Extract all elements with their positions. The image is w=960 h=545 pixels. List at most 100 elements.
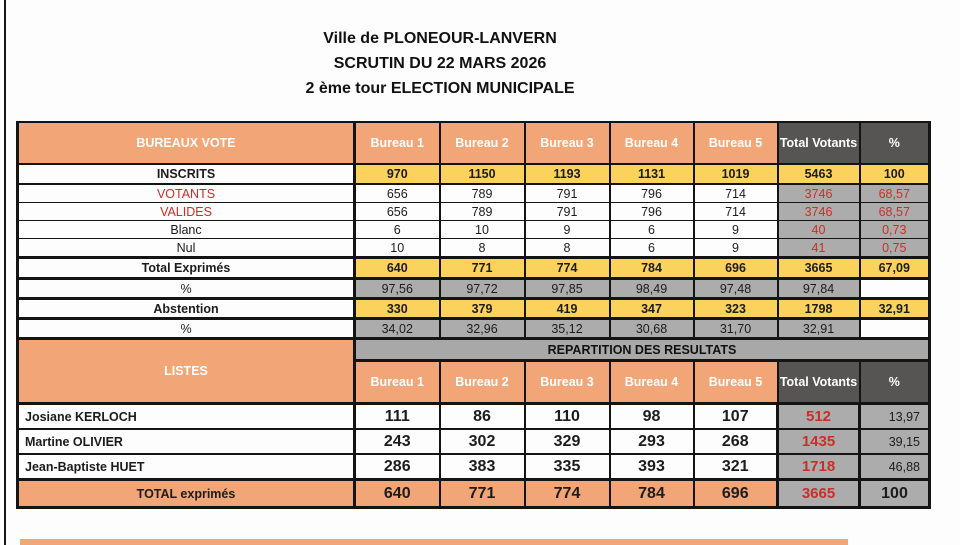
row-label: INSCRITS <box>16 163 356 185</box>
column-header-total-votants: Total Votants <box>776 359 861 405</box>
cell: 98 <box>608 402 695 430</box>
title-line-3: 2 ème tour ELECTION MUNICIPALE <box>305 80 575 97</box>
cell-total: 1435 <box>776 428 861 455</box>
cell: 789 <box>438 202 526 221</box>
cell: 419 <box>523 297 611 320</box>
table-row-huet: Jean-Baptiste HUET 286 383 335 393 321 1… <box>16 453 931 481</box>
cell: 10 <box>438 220 526 239</box>
cell-total: 5463 <box>776 163 861 185</box>
cell: 97,85 <box>523 278 611 299</box>
cell-percent: 0,75 <box>858 238 931 258</box>
column-header-bureau-1: Bureau 1 <box>353 121 441 165</box>
cell-total: 3665 <box>776 478 861 509</box>
title-line-2: SCRUTIN DU 22 MARS 2026 <box>333 55 547 72</box>
repartition-header: REPARTITION DES RESULTATS <box>353 337 931 362</box>
cell: 6 <box>608 220 695 239</box>
cell: 970 <box>353 163 441 185</box>
cell: 98,49 <box>608 278 695 299</box>
cell-percent: 68,57 <box>858 183 931 203</box>
cell: 696 <box>692 478 779 509</box>
bottom-strip-decoration <box>20 539 848 545</box>
cell: 323 <box>692 297 779 320</box>
cell: 32,96 <box>438 318 526 339</box>
cell: 8 <box>523 238 611 258</box>
cell: 35,12 <box>523 318 611 339</box>
row-label: % <box>16 278 356 299</box>
cell-total: 3746 <box>776 202 861 221</box>
cell: 335 <box>523 453 611 481</box>
cell: 243 <box>353 428 441 455</box>
table-row-valides: VALIDES 656 789 791 796 714 3746 68,57 <box>16 202 931 221</box>
candidate-name: Jean-Baptiste HUET <box>16 453 356 481</box>
cell: 321 <box>692 453 779 481</box>
cell: 9 <box>692 238 779 258</box>
cell: 714 <box>692 202 779 221</box>
cell-total: 32,91 <box>776 318 861 339</box>
cell: 30,68 <box>608 318 695 339</box>
row-label: Abstention <box>16 297 356 320</box>
cell: 791 <box>523 202 611 221</box>
column-header-bureau-1: Bureau 1 <box>353 359 441 405</box>
cell: 107 <box>692 402 779 430</box>
cell: 656 <box>353 202 441 221</box>
cell-percent: 68,57 <box>858 202 931 221</box>
cell: 9 <box>692 220 779 239</box>
cell: 10 <box>353 238 441 258</box>
column-header-bureau-2: Bureau 2 <box>438 121 526 165</box>
cell: 111 <box>353 402 441 430</box>
cell: 286 <box>353 453 441 481</box>
column-header-bureau-3: Bureau 3 <box>523 359 611 405</box>
table-row-inscrits: INSCRITS 970 1150 1193 1131 1019 5463 10… <box>16 163 931 185</box>
cell: 97,48 <box>692 278 779 299</box>
table-row-percent-abstention: % 34,02 32,96 35,12 30,68 31,70 32,91 <box>16 318 931 339</box>
table-row-total-exprimes: Total Exprimés 640 771 774 784 696 3665 … <box>16 256 931 280</box>
candidate-name: Josiane KERLOCH <box>16 402 356 430</box>
cell: 86 <box>438 402 526 430</box>
cell-percent: 100 <box>858 163 931 185</box>
table-header-row: BUREAUX VOTE Bureau 1 Bureau 2 Bureau 3 … <box>16 121 931 165</box>
table-row-olivier: Martine OLIVIER 243 302 329 293 268 1435… <box>16 428 931 455</box>
cell: 771 <box>438 478 526 509</box>
cell-percent: 13,97 <box>858 402 931 430</box>
cell-percent <box>858 318 931 339</box>
cell-percent: 0,73 <box>858 220 931 239</box>
cell-percent <box>858 278 931 299</box>
column-header-bureau-2: Bureau 2 <box>438 359 526 405</box>
column-header-bureau-5: Bureau 5 <box>692 121 779 165</box>
cell-total: 1718 <box>776 453 861 481</box>
cell-percent: 39,15 <box>858 428 931 455</box>
cell-total: 512 <box>776 402 861 430</box>
column-header-listes: LISTES <box>16 337 356 405</box>
cell: 696 <box>692 256 779 280</box>
cell: 714 <box>692 183 779 203</box>
cell: 774 <box>523 256 611 280</box>
column-header-percent: % <box>858 359 931 405</box>
column-header-bureaux-vote: BUREAUX VOTE <box>16 121 356 165</box>
cell: 383 <box>438 453 526 481</box>
cell-percent: 100 <box>858 478 931 509</box>
cell: 791 <box>523 183 611 203</box>
cell: 784 <box>608 256 695 280</box>
table-row-votants: VOTANTS 656 789 791 796 714 3746 68,57 <box>16 183 931 203</box>
cell-percent: 67,09 <box>858 256 931 280</box>
row-label: Blanc <box>16 220 356 239</box>
cell: 6 <box>353 220 441 239</box>
cell: 393 <box>608 453 695 481</box>
column-header-bureau-3: Bureau 3 <box>523 121 611 165</box>
column-header-percent: % <box>858 121 931 165</box>
cell-total: 41 <box>776 238 861 258</box>
cell-percent: 46,88 <box>858 453 931 481</box>
cell: 1193 <box>523 163 611 185</box>
cell: 97,72 <box>438 278 526 299</box>
cell: 789 <box>438 183 526 203</box>
title-line-1: Ville de PLONEOUR-LANVERN <box>323 30 557 47</box>
table-header-row-2: Bureau 1 Bureau 2 Bureau 3 Bureau 4 Bure… <box>18 359 931 405</box>
row-label: Total Exprimés <box>16 256 356 280</box>
cell: 640 <box>353 256 441 280</box>
cell-percent: 32,91 <box>858 297 931 320</box>
repartition-band-row: LISTES REPARTITION DES RESULTATS <box>16 337 931 405</box>
row-label: TOTAL exprimés <box>16 478 356 509</box>
cell: 796 <box>608 202 695 221</box>
table-row-abstention: Abstention 330 379 419 347 323 1798 32,9… <box>16 297 931 320</box>
